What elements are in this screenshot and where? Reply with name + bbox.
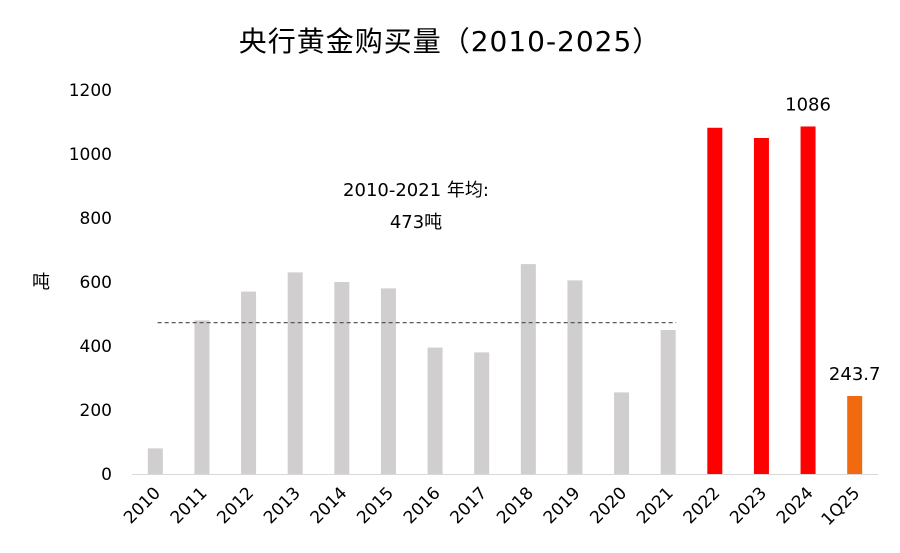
bar-2016	[427, 347, 443, 474]
y-tick-label: 0	[101, 465, 112, 485]
x-tick-label: 2020	[586, 483, 631, 528]
x-tick-label: 2018	[493, 483, 538, 528]
bar-2018	[520, 264, 536, 474]
bar-2012	[241, 291, 257, 474]
x-tick-label: 2016	[400, 483, 445, 528]
x-tick-label: 2021	[633, 483, 678, 528]
bar-1Q25	[847, 396, 863, 474]
y-tick-label: 200	[80, 401, 112, 421]
bar-2014	[334, 282, 350, 474]
x-tick-label: 2010	[120, 483, 165, 528]
x-tick-label: 2013	[260, 483, 305, 528]
bar-2023	[753, 138, 769, 474]
bar-2010	[147, 448, 163, 474]
data-label-2024: 1086	[785, 94, 831, 115]
bar-2013	[287, 272, 303, 474]
bar-2020	[614, 392, 630, 474]
bar-2011	[194, 320, 210, 474]
y-tick-label: 1000	[69, 145, 112, 165]
data-label-1Q25: 243.7	[829, 364, 881, 385]
bar-2024	[800, 126, 816, 474]
x-tick-label: 2015	[353, 483, 398, 528]
x-tick-label: 2024	[773, 483, 818, 528]
y-tick-label: 1200	[69, 81, 112, 101]
x-tick-label: 2019	[540, 483, 585, 528]
chart-title: 央行黄金购买量（2010-2025）	[238, 25, 662, 58]
x-tick-label: 2023	[726, 483, 771, 528]
y-tick-label: 400	[80, 337, 112, 357]
bar-2022	[707, 127, 723, 474]
bar-2017	[474, 352, 490, 474]
average-label-line1: 2010-2021 年均:	[343, 180, 489, 201]
bar-2021	[660, 330, 676, 474]
y-axis-title: 吨	[32, 272, 50, 293]
x-tick-label: 2011	[167, 483, 212, 528]
x-tick-label: 2017	[446, 483, 491, 528]
x-tick-label: 2022	[680, 483, 725, 528]
x-tick-label: 2012	[213, 483, 258, 528]
bar-2019	[567, 280, 583, 474]
x-tick-label: 1Q25	[818, 483, 865, 530]
y-tick-label: 800	[80, 209, 112, 229]
x-tick-label: 2014	[307, 483, 352, 528]
average-label-line2: 473吨	[389, 212, 443, 233]
bar-2015	[380, 288, 396, 474]
y-tick-label: 600	[80, 273, 112, 293]
